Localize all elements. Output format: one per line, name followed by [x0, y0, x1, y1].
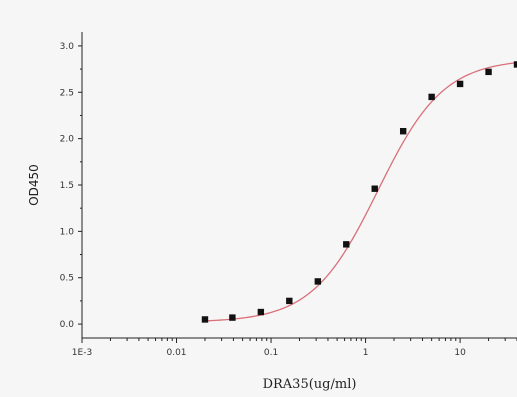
y-tick-label: 3.0: [60, 42, 75, 52]
x-tick-label: 10: [454, 348, 466, 358]
data-point: [286, 297, 293, 305]
x-tick-label: 1: [363, 348, 369, 358]
y-tick-label: 1.5: [60, 181, 74, 191]
y-tick-label: 1.0: [60, 227, 75, 237]
x-tick-label: 0.1: [264, 348, 278, 358]
fit-curve: [204, 62, 517, 322]
x-tick-label: 1E-3: [72, 348, 92, 358]
y-tick-label: 2.0: [60, 135, 75, 145]
data-point: [456, 80, 464, 88]
data-point: [343, 241, 350, 248]
data-point: [399, 128, 407, 135]
axes: 0.0 0.5 1.0 1.5 2.0 2.5 3.0 1E-3 0.01 0.1 1 10: [60, 32, 517, 358]
data-point: [201, 316, 209, 323]
x-axis-title: DRA35(ug/ml): [263, 377, 357, 392]
data-point: [314, 278, 322, 285]
data-point: [229, 314, 236, 321]
fit-curve-layer: [204, 62, 517, 322]
data-point: [485, 68, 492, 76]
y-tick-label: 2.5: [60, 88, 74, 98]
y-tick-label: 0.0: [60, 320, 75, 330]
y-axis-title: OD450: [27, 164, 41, 206]
data-points-layer: [201, 61, 517, 323]
y-tick-label: 0.5: [60, 274, 74, 284]
data-point: [257, 308, 265, 316]
x-tick-label: 0.01: [166, 348, 186, 358]
data-point: [513, 61, 517, 68]
data-point: [371, 185, 378, 192]
data-point: [428, 93, 435, 101]
